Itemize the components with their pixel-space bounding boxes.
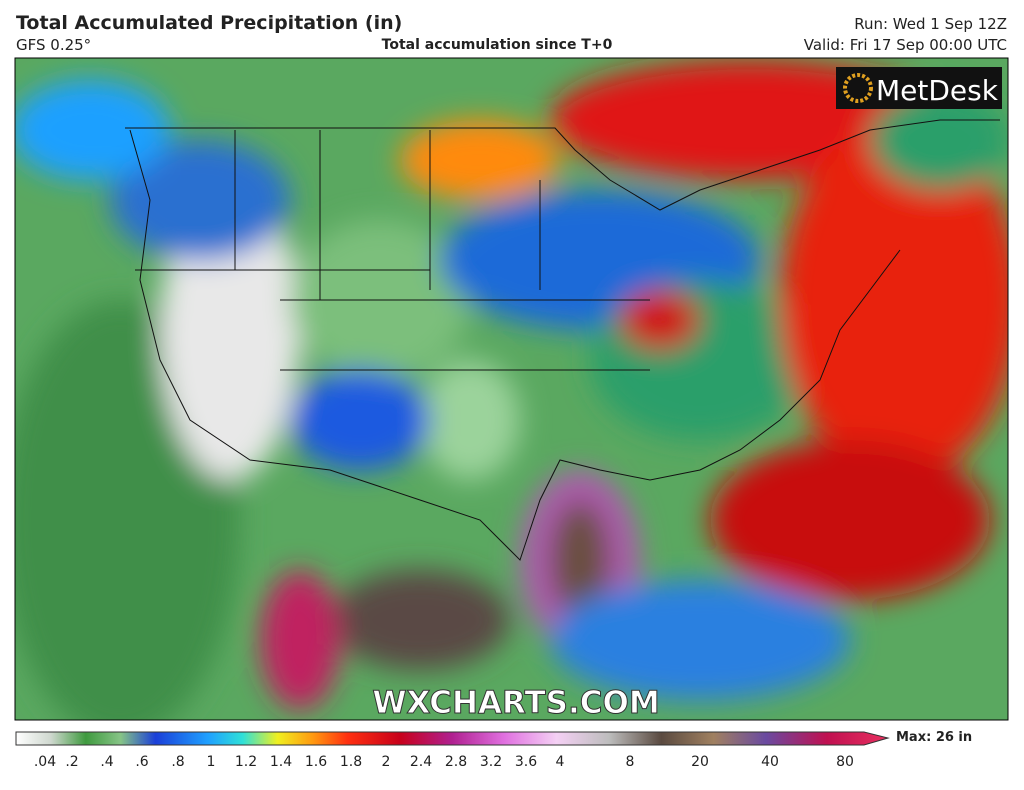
model: GFS 0.25° [16, 36, 91, 54]
colorbar-label: 1.4 [270, 754, 292, 770]
colorbar-label: 80 [836, 754, 854, 770]
colorbar-label: 2 [382, 754, 391, 770]
colorbar-label: .8 [171, 754, 184, 770]
colorbar-label: .2 [65, 754, 78, 770]
colorbar-label: .4 [100, 754, 113, 770]
colorbar-label: 2.8 [445, 754, 467, 770]
colorbar-label: 1.6 [305, 754, 327, 770]
colorbar-label: 3.2 [480, 754, 502, 770]
subtitle: Total accumulation since T+0 [382, 37, 613, 53]
run-time: Run: Wed 1 Sep 12Z [854, 15, 1007, 33]
colorbar-label: 1 [207, 754, 216, 770]
colorbar [15, 731, 890, 746]
title: Total Accumulated Precipitation (in) [16, 12, 402, 34]
colorbar-label: 1.2 [235, 754, 257, 770]
colorbar-label: 1.8 [340, 754, 362, 770]
colorbar-label: 2.4 [410, 754, 432, 770]
colorbar-label: .04 [34, 754, 56, 770]
colorbar-max: Max: 26 in [896, 730, 972, 745]
colorbar-label: 4 [556, 754, 565, 770]
colorbar-label: .6 [135, 754, 148, 770]
colorbar-label: 3.6 [515, 754, 537, 770]
logo-box [836, 67, 1002, 109]
colorbar-labels: .04 .2 .4 .6 .8 1 1.2 1.4 1.6 1.8 2 2.4 2.8 3.2 3.6 4 8 2… [34, 754, 854, 770]
borders [125, 119, 1000, 561]
watermark: WXCHARTS.COM [372, 685, 659, 721]
colorbar-label: 8 [626, 754, 635, 770]
colorbar-label: 40 [761, 754, 779, 770]
map [15, 58, 1008, 720]
valid-time: Valid: Fri 17 Sep 00:00 UTC [804, 36, 1007, 54]
logo: MetDesk [876, 74, 999, 107]
colorbar-label: 20 [691, 754, 709, 770]
